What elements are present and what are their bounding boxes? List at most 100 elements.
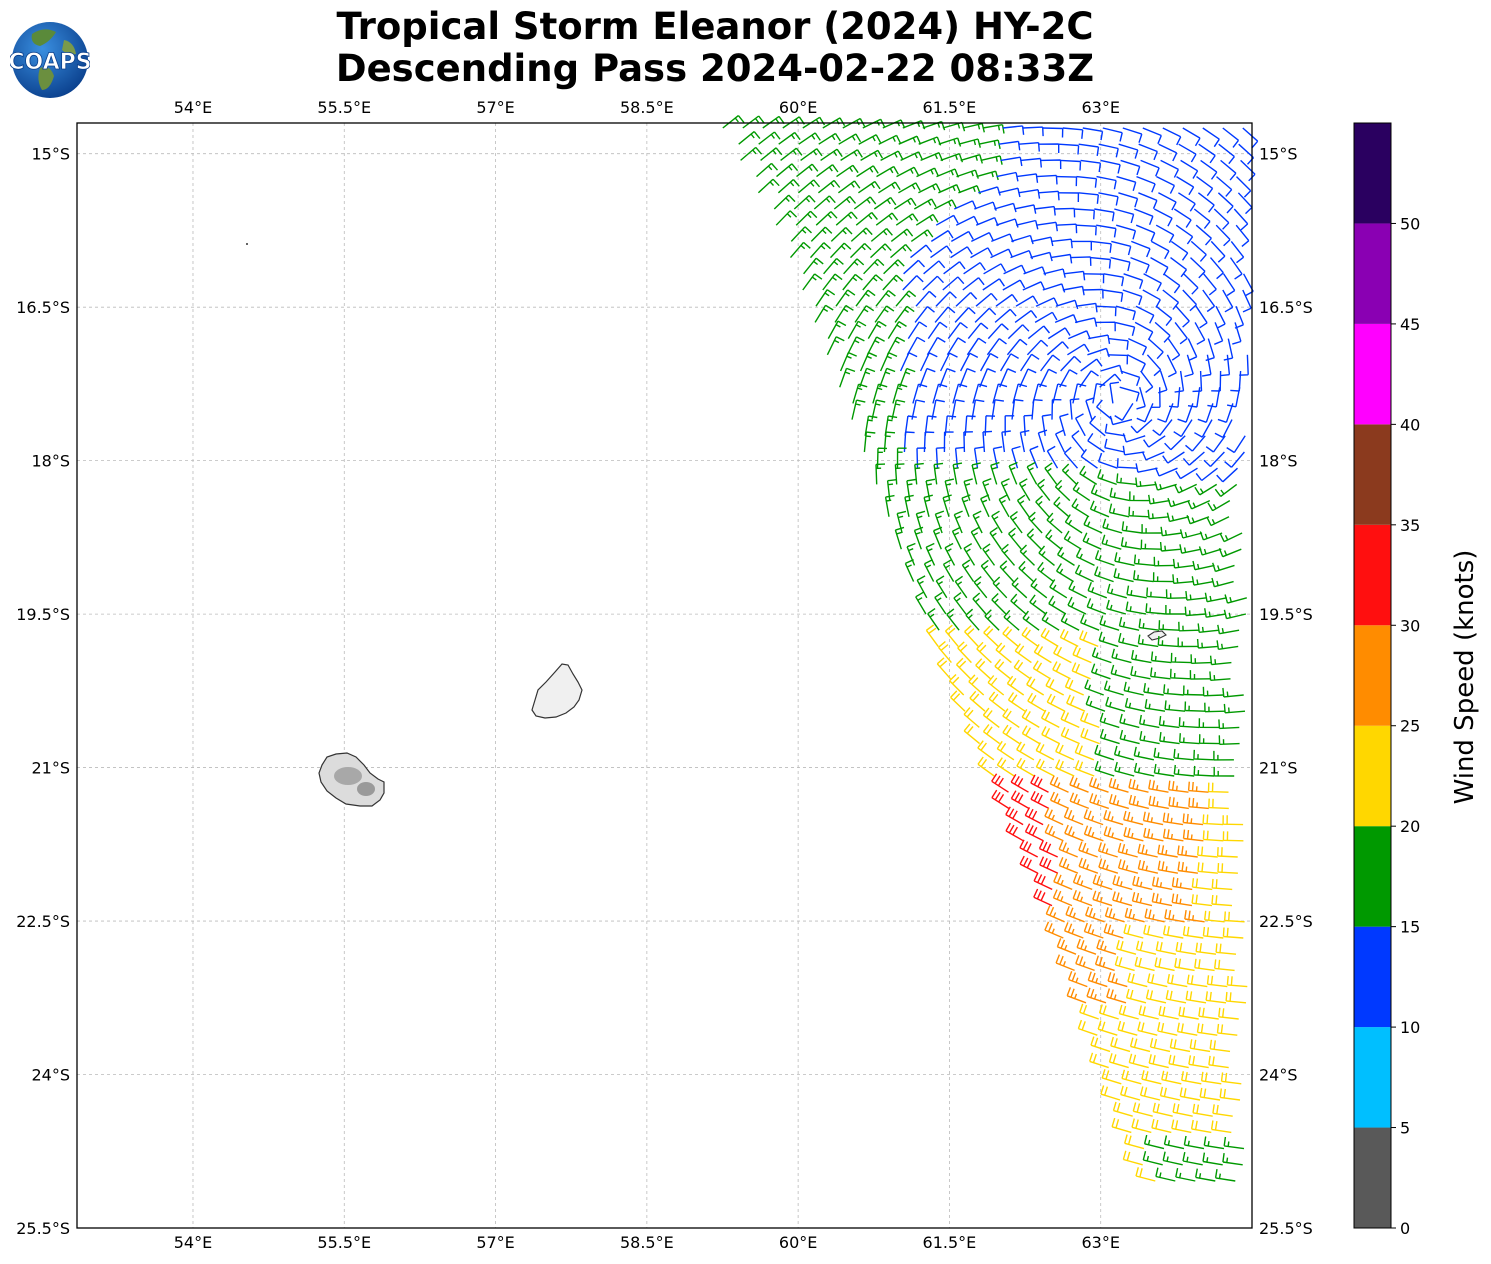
wind-barb [1172,1103,1193,1117]
wind-barb [968,674,985,696]
wind-barb [994,308,1017,323]
lon-tick-bottom: 60°E [779,1233,817,1252]
wind-barb [896,166,920,178]
wind-barb [839,367,856,388]
wind-barb [1110,664,1131,680]
map-gridlines [77,123,1252,1229]
wind-barb [944,542,956,566]
wind-barb [1218,719,1240,730]
wind-barb [942,494,952,518]
wind-barb [1011,234,1034,245]
wind-barb [1195,305,1208,329]
wind-barb [1060,355,1082,372]
wind-barb [1166,354,1177,378]
wind-barb [827,320,847,339]
wind-barb [1118,616,1140,631]
wind-barb [1057,546,1075,566]
island-rodrigues [1147,630,1167,641]
wind-barb [959,352,979,372]
wind-barb [1184,909,1205,923]
wind-barb [1068,580,1088,599]
lon-tick-bottom: 58.5°E [620,1233,674,1252]
colorbar-tick-label: 35 [1400,516,1420,535]
wind-barb [1117,842,1138,858]
wind-barb [1195,224,1212,246]
wind-barb [876,447,888,469]
wind-barb [1166,512,1190,523]
wind-barb [1019,368,1037,388]
wind-barb [996,757,1015,777]
wind-barb [1171,877,1193,891]
wind-barb [949,674,965,696]
wind-barb [982,543,996,566]
wind-barb [740,146,763,161]
wind-barb [880,150,904,162]
wind-barb [1135,477,1157,488]
lat-tick-left: 19.5°S [16,605,70,624]
wind-barb [1120,370,1141,387]
colorbar-segment [1354,826,1391,927]
wind-barb [1183,273,1199,295]
wind-barb [925,624,939,647]
wind-barb [1035,742,1055,761]
wind-barb [1054,314,1078,324]
wind-barb [1219,532,1243,543]
wind-barb [1210,240,1226,263]
wind-barb [974,201,997,211]
wind-barb [1155,941,1177,955]
wind-barb [1158,143,1178,162]
wind-barb [1016,494,1030,518]
wind-barb [1094,550,1115,567]
wind-barb [1033,888,1053,907]
wind-barb [1089,415,1106,437]
wind-barb [777,178,800,194]
islands-layer [246,243,1167,807]
wind-barb [1190,240,1207,262]
wind-barb [1080,727,1100,745]
wind-barb [1193,749,1214,761]
wind-barb [847,320,867,339]
wind-barb [983,263,1007,275]
wind-barb [1188,1055,1209,1069]
wind-barb [1134,956,1155,972]
wind-barb [982,707,1000,728]
wind-barb [1016,741,1035,761]
wind-barb [1142,289,1161,308]
wind-barb [963,431,973,453]
wind-barb [1072,646,1092,664]
wind-barb [1058,840,1078,858]
wind-barb [1182,926,1204,939]
wind-barb [944,415,957,436]
wind-barb [1058,192,1080,203]
lat-tick-left: 18°S [31,452,70,471]
wind-barb [1009,511,1023,534]
wind-barb [974,307,997,323]
wind-barb [1052,661,1071,680]
wind-barb [944,478,955,501]
wind-barb [883,259,905,275]
wind-barb [1096,939,1117,955]
wind-barb [1024,807,1044,826]
wind-barb [1200,159,1218,180]
wind-barb [1018,189,1041,199]
wind-barb [1178,621,1200,632]
wind-barb [1218,548,1242,558]
wind-barb [963,262,986,275]
wind-barb [995,293,1018,307]
wind-barb [982,124,1005,134]
wind-barb [996,171,1019,182]
wind-barb [1213,766,1235,777]
wind-barb [1019,544,1035,566]
wind-barb [1133,570,1154,583]
wind-barb [1099,728,1120,745]
lat-tick-right: 16.5°S [1259,298,1313,317]
wind-barb [1143,827,1164,842]
wind-barb [1006,338,1028,356]
wind-barb [1092,383,1106,404]
wind-barb [813,195,836,210]
wind-barb [982,278,1005,291]
wind-barb [1118,632,1139,648]
wind-barb [1142,127,1162,145]
wind-barb [1113,745,1135,761]
wind-barb [916,167,940,178]
